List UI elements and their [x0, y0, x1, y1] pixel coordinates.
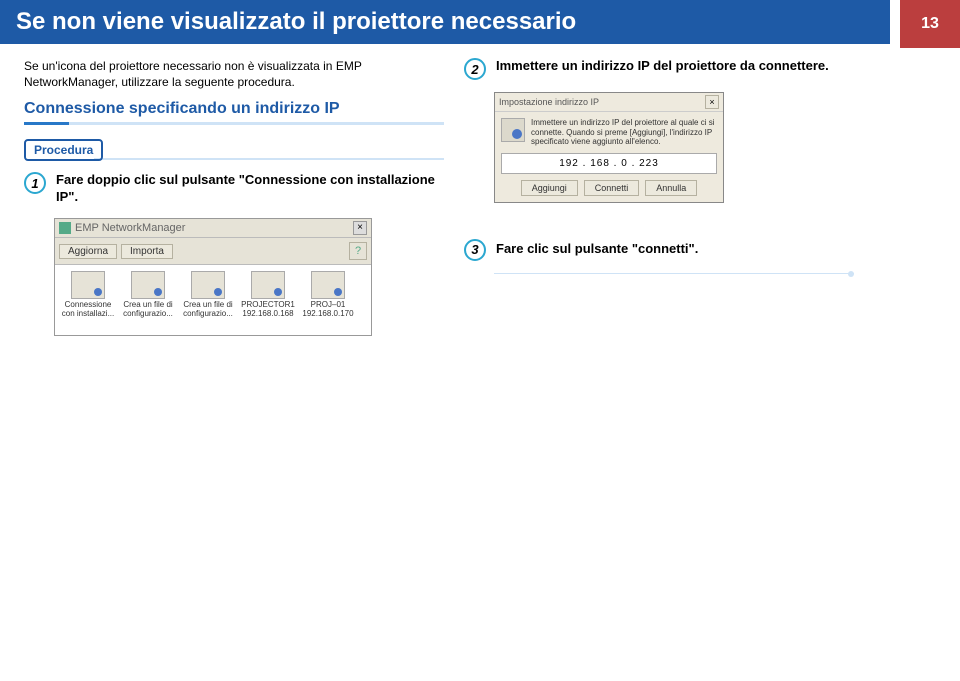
- close-icon[interactable]: ×: [705, 95, 719, 109]
- step-3: 3 Fare clic sul pulsante "connetti".: [464, 239, 934, 261]
- ip-dialog-titlebar: Impostazione indirizzo IP ×: [495, 93, 723, 112]
- projector-icon: [251, 271, 285, 299]
- ip-settings-dialog: Impostazione indirizzo IP × Immettere un…: [494, 92, 724, 203]
- help-button[interactable]: ?: [349, 242, 367, 260]
- emp-logo-icon: [59, 222, 71, 234]
- emp-body: Connessione con installazi... Crea un fi…: [55, 265, 371, 335]
- subhead-rule: [24, 122, 444, 125]
- emp-item-projector1[interactable]: PROJECTOR1 192.168.0.168: [241, 271, 295, 329]
- page-number: 13: [900, 0, 960, 48]
- projector-icon: [311, 271, 345, 299]
- step-1-text: Fare doppio clic sul pulsante "Connessio…: [56, 172, 444, 206]
- subhead: Connessione specificando un indirizzo IP: [24, 100, 444, 118]
- close-icon[interactable]: ×: [353, 221, 367, 235]
- emp-titlebar: EMP NetworkManager ×: [55, 219, 371, 238]
- step-3-rule: [494, 273, 854, 274]
- add-button[interactable]: Aggiungi: [521, 180, 578, 196]
- left-column: Se un'icona del proiettore necessario no…: [24, 58, 444, 336]
- import-button[interactable]: Importa: [121, 244, 173, 259]
- step-2-text: Immettere un indirizzo IP del proiettore…: [496, 58, 829, 80]
- page-title: Se non viene visualizzato il proiettore …: [16, 8, 576, 35]
- step-3-text: Fare clic sul pulsante "connetti".: [496, 241, 698, 261]
- projector-icon: [71, 271, 105, 299]
- cancel-button[interactable]: Annulla: [645, 180, 697, 196]
- step-1: 1 Fare doppio clic sul pulsante "Conness…: [24, 172, 444, 206]
- emp-item-config2[interactable]: Crea un file di configurazio...: [181, 271, 235, 329]
- emp-item-config1[interactable]: Crea un file di configurazio...: [121, 271, 175, 329]
- file-icon: [131, 271, 165, 299]
- procedura-label: Procedura: [24, 139, 103, 161]
- emp-network-manager-window: EMP NetworkManager × Aggiorna Importa ? …: [54, 218, 372, 336]
- ip-address-input[interactable]: 192 . 168 . 0 . 223: [501, 153, 717, 174]
- ip-dialog-msg: Immettere un indirizzo IP del proiettore…: [531, 118, 717, 147]
- emp-item-proj01[interactable]: PROJ–01 192.168.0.170: [301, 271, 355, 329]
- emp-toolbar: Aggiorna Importa ?: [55, 238, 371, 265]
- page-header: Se non viene visualizzato il proiettore …: [0, 0, 890, 44]
- file-icon: [191, 271, 225, 299]
- connect-button[interactable]: Connetti: [584, 180, 640, 196]
- intro-text: Se un'icona del proiettore necessario no…: [24, 58, 444, 90]
- emp-item-connessione[interactable]: Connessione con installazi...: [61, 271, 115, 329]
- step-2: 2 Immettere un indirizzo IP del proietto…: [464, 58, 934, 80]
- projector-icon: [501, 118, 525, 142]
- emp-title: EMP NetworkManager: [75, 222, 353, 234]
- step-2-number: 2: [464, 58, 486, 80]
- step-1-number: 1: [24, 172, 46, 194]
- right-column: 2 Immettere un indirizzo IP del proietto…: [464, 58, 934, 336]
- step-3-number: 3: [464, 239, 486, 261]
- ip-dialog-title: Impostazione indirizzo IP: [499, 97, 705, 107]
- refresh-button[interactable]: Aggiorna: [59, 244, 117, 259]
